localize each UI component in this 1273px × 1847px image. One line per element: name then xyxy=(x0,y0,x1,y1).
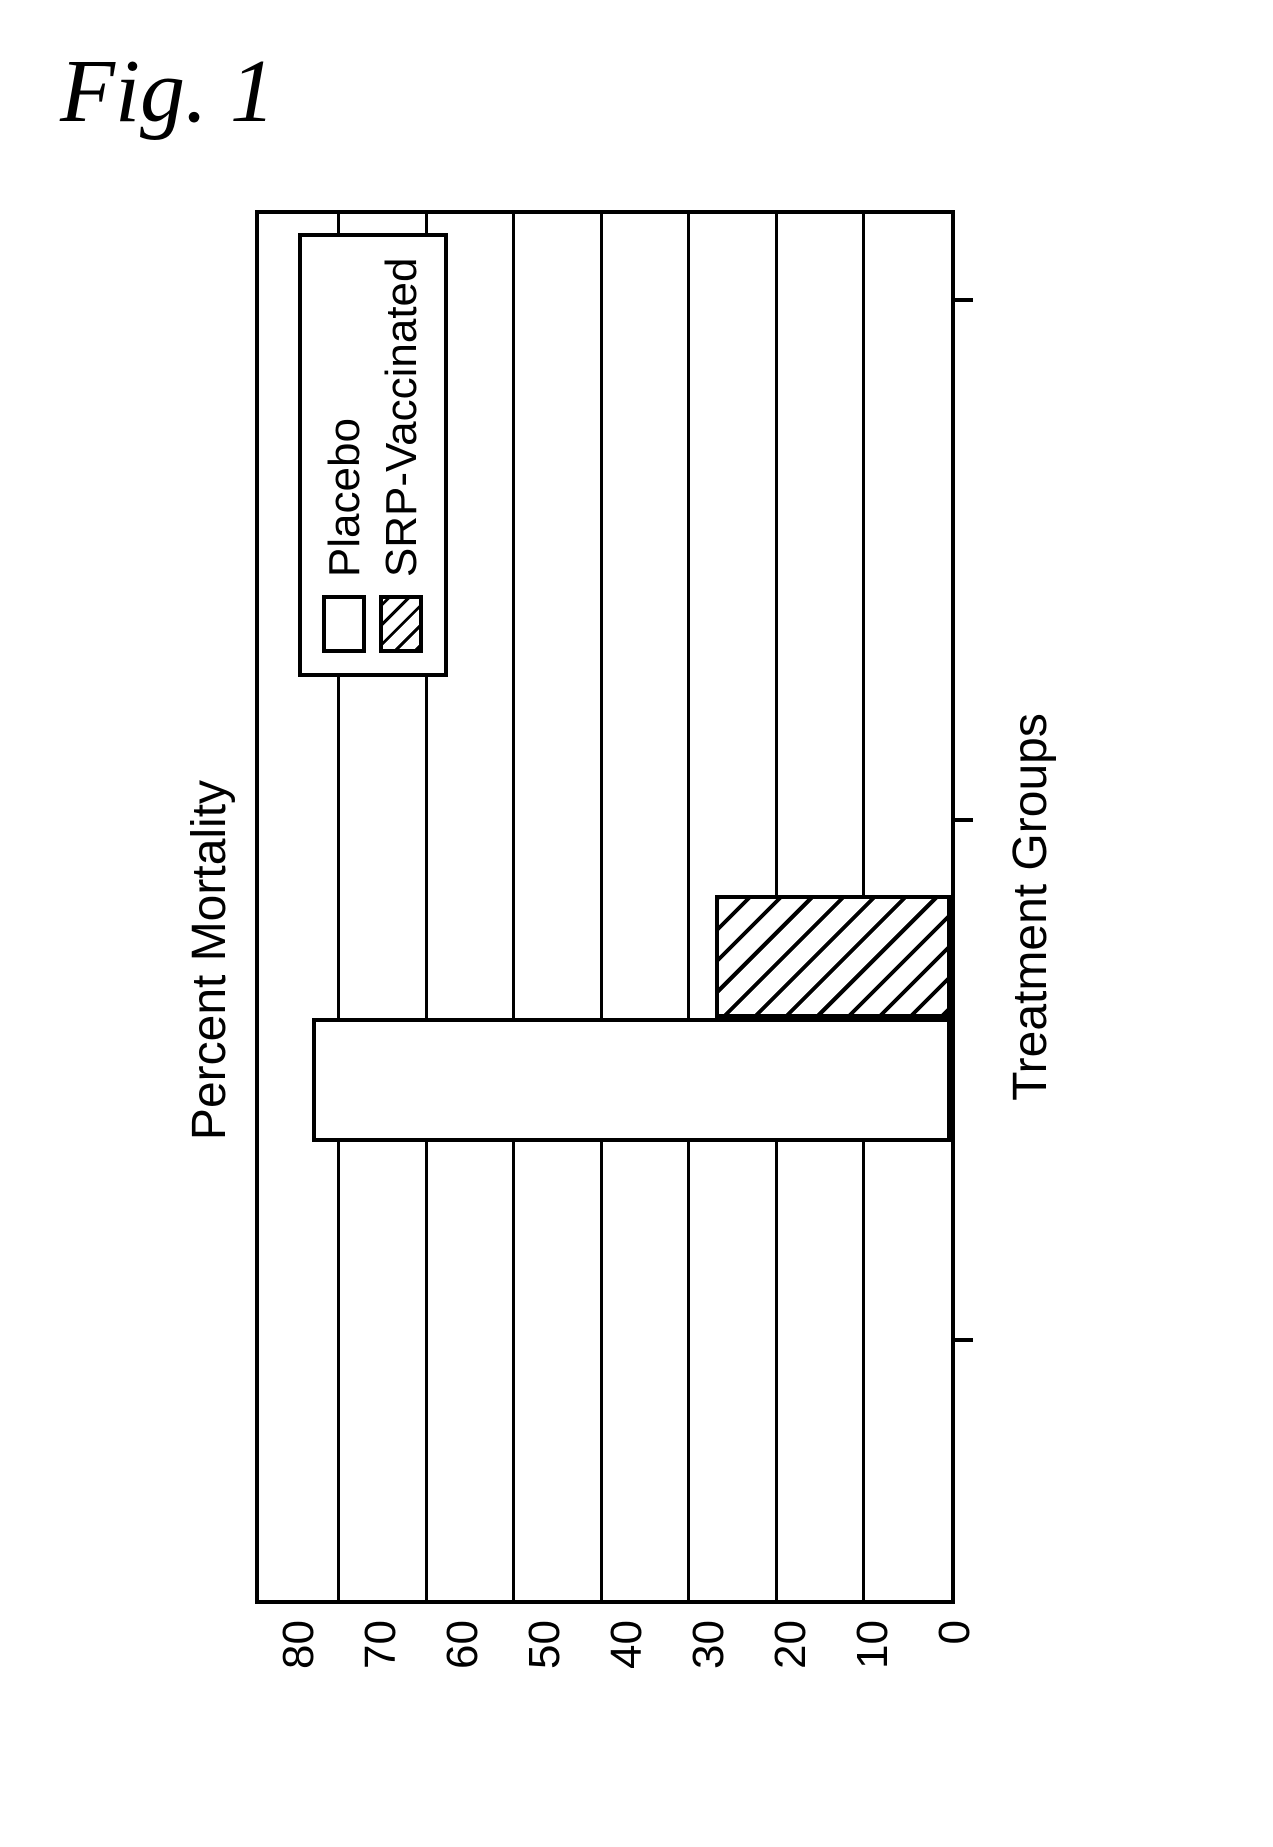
chart-rotated-container: Percent Mortality 0 10 20 30 40 50 60 70 80 Plac… xyxy=(182,210,1058,1710)
x-tick xyxy=(951,1338,973,1342)
legend-item: SRP-Vaccinated xyxy=(373,258,430,654)
y-tick-label: 10 xyxy=(851,1620,895,1710)
y-tick-label: 80 xyxy=(277,1620,321,1710)
y-tick-label: 30 xyxy=(687,1620,731,1710)
x-tick xyxy=(951,298,973,302)
y-axis-ticks: 01020304050607080 xyxy=(255,1604,955,1710)
x-tick-marks xyxy=(951,214,977,1600)
legend: PlaceboSRP-Vaccinated xyxy=(298,234,448,678)
figure-label: Fig. 1 xyxy=(60,40,275,143)
y-tick-label: 60 xyxy=(441,1620,485,1710)
x-tick xyxy=(951,818,973,822)
y-tick-label: 70 xyxy=(359,1620,403,1710)
y-tick-label: 0 xyxy=(933,1620,977,1710)
page: Fig. 1 Percent Mortality 0 10 20 30 40 50 60 70… xyxy=(0,0,1273,1847)
y-tick-label: 40 xyxy=(605,1620,649,1710)
bar xyxy=(715,895,951,1019)
gridline xyxy=(600,214,603,1600)
y-tick-label: 50 xyxy=(523,1620,567,1710)
legend-swatch xyxy=(322,595,366,653)
y-axis-label: Percent Mortality xyxy=(182,210,237,1710)
gridline xyxy=(512,214,515,1600)
plot-area: PlaceboSRP-Vaccinated xyxy=(255,210,955,1604)
x-axis-label: Treatment Groups xyxy=(1003,210,1058,1604)
bar xyxy=(312,1018,951,1142)
plot-row: 01020304050607080 PlaceboSRP-Vaccinated xyxy=(255,210,955,1710)
y-tick-label: 20 xyxy=(769,1620,813,1710)
legend-swatch xyxy=(379,595,423,653)
gridline xyxy=(687,214,690,1600)
chart-container: Percent Mortality 0 10 20 30 40 50 60 70 80 Plac… xyxy=(182,210,1058,1710)
legend-label: SRP-Vaccinated xyxy=(373,258,430,578)
legend-label: Placebo xyxy=(316,418,373,577)
legend-item: Placebo xyxy=(316,258,373,654)
